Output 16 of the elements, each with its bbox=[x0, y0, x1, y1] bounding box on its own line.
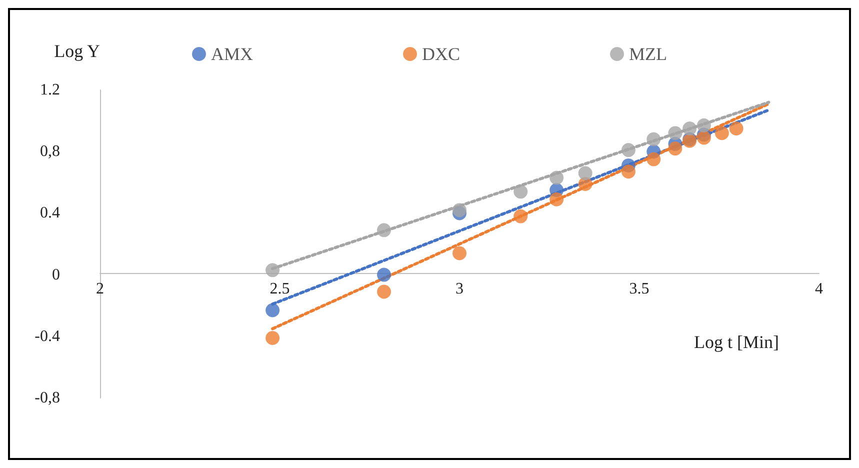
y-tick-label: -0,8 bbox=[34, 390, 60, 406]
legend-label: DXC bbox=[422, 44, 460, 64]
x-tick-label: 3.5 bbox=[629, 280, 650, 298]
x-tick-label: 2.5 bbox=[270, 280, 290, 298]
y-tick-label: 0.4 bbox=[40, 204, 60, 222]
y-axis-title: Log Y bbox=[54, 41, 100, 61]
x-tick-label: 4 bbox=[815, 280, 823, 298]
y-tick-label: 0 bbox=[52, 266, 60, 284]
x-axis-title: Log t [Min] bbox=[694, 332, 779, 352]
y-tick-label: 0,8 bbox=[40, 143, 60, 160]
y-tick-label: 1.2 bbox=[40, 82, 60, 98]
legend-label: AMX bbox=[211, 44, 254, 64]
x-tick-label: 3 bbox=[456, 280, 464, 298]
x-tick-label: 2 bbox=[96, 280, 104, 298]
y-tick-label: -0.4 bbox=[34, 328, 60, 345]
legend-label: MZL bbox=[629, 44, 668, 64]
